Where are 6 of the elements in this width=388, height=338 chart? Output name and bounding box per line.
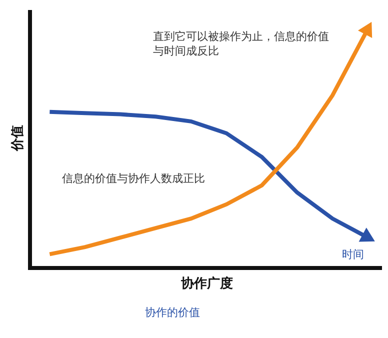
x-axis-title: 协作广度 (180, 276, 233, 292)
annotation: 信息的价值与协作人数成正比 (62, 172, 205, 185)
annotation: 直到它可以被操作为止，信息的价值与时间成反比 (153, 30, 329, 58)
y-axis-title: 价值 (10, 125, 26, 152)
text: 协作的价值 (145, 306, 200, 319)
series-label: 时间 (342, 248, 364, 261)
